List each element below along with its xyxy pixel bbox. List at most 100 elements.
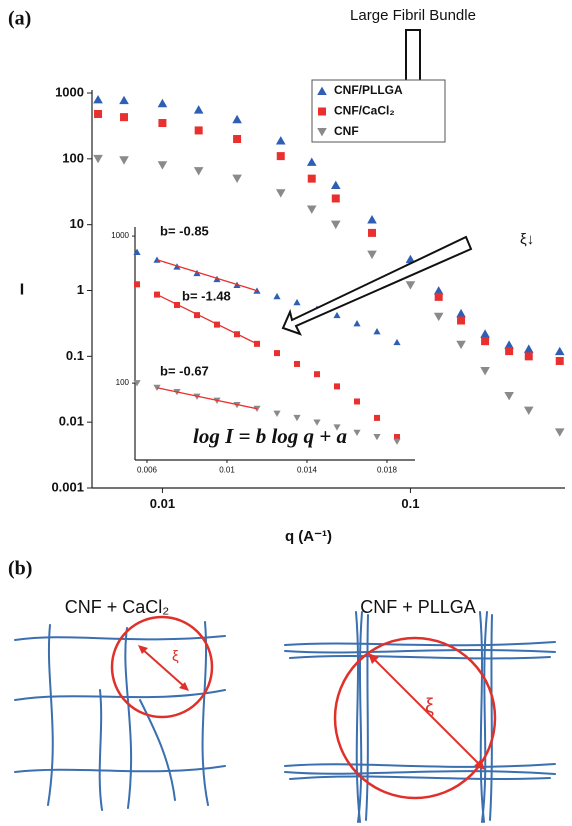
fibril — [14, 689, 226, 701]
marker — [354, 398, 360, 405]
fibril — [479, 611, 485, 823]
annotation: b= -0.67 — [160, 363, 209, 378]
arrowhead — [179, 682, 189, 691]
marker — [394, 434, 400, 441]
fibril — [357, 611, 363, 823]
inset-background — [118, 222, 420, 484]
marker — [314, 371, 320, 378]
fibril — [481, 611, 488, 823]
marker — [233, 135, 242, 144]
marker — [456, 340, 466, 350]
marker — [157, 161, 168, 170]
marker — [373, 434, 381, 441]
annotation: Large Fibril Bundle — [350, 7, 476, 24]
y-tick-label: 1 — [77, 282, 84, 297]
diagram-title: CNF + PLLGA — [360, 597, 476, 617]
mesh-circle — [333, 636, 497, 800]
fibril — [289, 655, 551, 660]
marker — [293, 414, 301, 422]
marker — [275, 189, 286, 198]
marker — [405, 281, 416, 290]
fibril — [47, 624, 54, 806]
marker — [554, 428, 565, 437]
arrow — [281, 235, 473, 336]
marker — [253, 405, 261, 412]
fibril — [124, 627, 133, 809]
marker — [93, 94, 103, 104]
marker — [331, 194, 340, 203]
marker — [457, 316, 466, 325]
marker — [157, 98, 168, 108]
y-tick-label: 1000 — [111, 231, 129, 240]
legend-label: CNF/PLLGA — [334, 83, 403, 97]
fit-line — [156, 387, 258, 410]
marker — [193, 167, 204, 176]
fibril — [284, 641, 556, 647]
marker — [306, 205, 317, 214]
fibril — [289, 775, 551, 780]
y-tick-label: 100 — [62, 150, 84, 165]
marker — [330, 220, 341, 230]
fit-line — [156, 294, 258, 345]
x-axis-label: q (A⁻¹) — [285, 528, 332, 545]
mesh-circle — [110, 615, 214, 719]
fibril — [98, 689, 103, 811]
marker — [368, 228, 377, 237]
formula: log I = b log q + a — [193, 424, 347, 448]
x-tick-label: 0.1 — [401, 496, 419, 511]
marker — [153, 256, 161, 263]
legend-label: CNF — [334, 124, 359, 138]
marker — [393, 338, 401, 346]
fibril — [284, 763, 556, 768]
fibril — [14, 635, 226, 641]
marker — [158, 119, 167, 128]
panel-label: (a) — [8, 8, 31, 30]
fibril — [365, 614, 369, 821]
marker — [133, 248, 141, 255]
marker — [353, 429, 361, 437]
marker — [555, 356, 564, 365]
marker — [232, 114, 242, 124]
x-tick-label: 0.018 — [377, 465, 398, 474]
marker — [524, 352, 533, 361]
marker — [133, 380, 141, 387]
marker — [276, 152, 285, 161]
marker — [480, 329, 490, 338]
mesh-label: ξ — [172, 648, 179, 665]
fibril — [139, 699, 176, 801]
y-tick-label: 100 — [116, 378, 130, 387]
marker — [134, 281, 140, 288]
marker — [480, 366, 490, 376]
marker — [94, 109, 103, 118]
y-tick-label: 1000 — [55, 84, 84, 99]
marker — [434, 292, 443, 301]
y-tick-label: 10 — [70, 216, 84, 231]
marker — [405, 254, 416, 264]
arrowhead — [474, 759, 485, 770]
diagram-title: CNF + CaCl₂ — [65, 597, 170, 617]
mesh-arrow — [371, 656, 482, 767]
marker — [505, 347, 514, 356]
marker — [504, 391, 514, 401]
marker — [504, 340, 514, 349]
marker — [193, 105, 204, 114]
legend-marker — [317, 86, 327, 95]
legend-label: CNF/CaCl₂ — [334, 104, 395, 118]
x-tick-label: 0.01 — [150, 496, 175, 511]
network-right — [284, 611, 556, 823]
marker — [232, 174, 242, 184]
fibril — [201, 621, 209, 806]
marker — [119, 95, 129, 105]
marker — [393, 438, 401, 445]
marker — [93, 154, 103, 164]
annotation: b= -1.48 — [182, 288, 231, 303]
marker — [367, 215, 377, 224]
marker — [119, 156, 129, 165]
marker — [194, 126, 203, 135]
y-tick-label: 0.001 — [51, 479, 84, 494]
y-axis-label: I — [20, 282, 24, 299]
marker — [433, 286, 444, 295]
mesh-label: ξ — [425, 695, 434, 717]
fibril — [489, 614, 493, 821]
marker — [456, 308, 466, 318]
